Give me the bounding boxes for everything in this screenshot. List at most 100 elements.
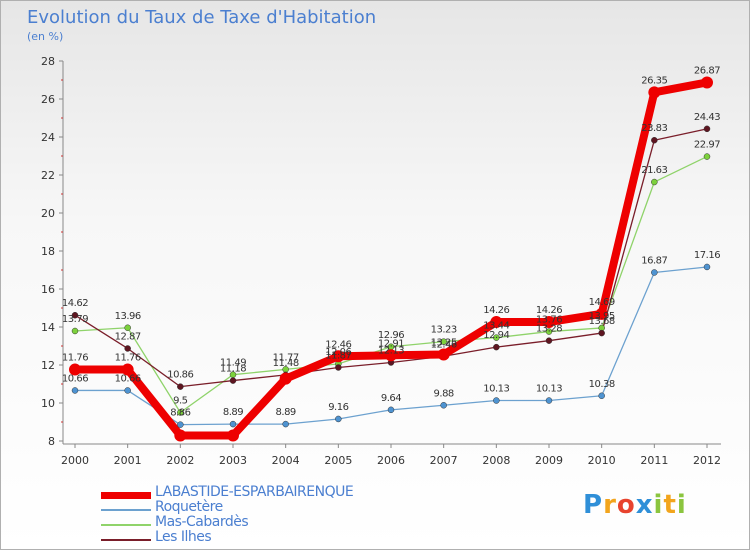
- y-tick-label: 12: [41, 359, 55, 372]
- y-tick-label: 18: [41, 245, 55, 258]
- legend-label-mas-cabardes: Mas-Cabardès: [155, 514, 249, 530]
- data-label: 9.5: [173, 396, 188, 407]
- data-label: 10.66: [62, 373, 88, 384]
- x-tick-label: 2005: [324, 454, 352, 467]
- y-tick-label: 24: [41, 131, 55, 144]
- data-label: 12.87: [115, 331, 141, 342]
- logo-letter: P: [583, 490, 604, 520]
- data-label: 10.13: [536, 384, 562, 395]
- data-point: [385, 349, 397, 362]
- data-label: 11.77: [273, 352, 299, 363]
- x-tick-label: 2007: [430, 454, 458, 467]
- data-point: [703, 125, 711, 133]
- data-label: 11.87: [325, 350, 351, 361]
- data-label: 11.48: [273, 358, 299, 369]
- y-tick-label: 26: [41, 93, 55, 106]
- data-label: 13.96: [115, 311, 141, 322]
- chart-subtitle: (en %): [27, 30, 64, 43]
- logo-letter: r: [603, 490, 617, 520]
- data-point: [177, 421, 184, 428]
- data-point: [124, 345, 131, 352]
- y-tick-label: 14: [41, 321, 55, 334]
- data-label: 24.43: [694, 112, 720, 123]
- data-point: [703, 153, 711, 160]
- data-point: [493, 334, 500, 341]
- data-point: [174, 429, 187, 442]
- legend-swatch-labastide: [101, 492, 151, 499]
- data-label: 12.94: [483, 330, 509, 341]
- data-point: [124, 387, 131, 394]
- data-label: 17.16: [694, 250, 720, 261]
- x-tick-label: 2008: [482, 454, 510, 467]
- logo-letter: t: [663, 490, 677, 520]
- data-label: 22.97: [694, 140, 720, 151]
- data-label: 23.83: [641, 123, 667, 134]
- data-label: 9.64: [381, 393, 401, 404]
- data-point: [335, 364, 342, 371]
- data-point: [229, 377, 237, 384]
- data-label: 13.76: [536, 315, 562, 326]
- x-tick-label: 2002: [166, 454, 194, 467]
- data-point: [545, 397, 553, 404]
- x-tick-label: 2003: [219, 454, 247, 467]
- data-point: [440, 402, 447, 409]
- data-label: 12.96: [378, 330, 404, 341]
- x-tick-label: 2012: [693, 454, 721, 467]
- legend-swatch-mas-cabardes: [101, 524, 151, 526]
- x-tick-label: 2000: [61, 454, 89, 467]
- data-label: 26.35: [641, 75, 667, 86]
- x-tick-label: 2004: [272, 454, 300, 467]
- data-label: 14.69: [589, 297, 615, 308]
- data-point: [493, 397, 500, 404]
- data-label: 14.62: [62, 298, 88, 309]
- data-label: 11.18: [220, 364, 246, 375]
- data-label: 10.38: [589, 379, 615, 390]
- proxiti-logo: Proxiti: [583, 490, 687, 520]
- data-point: [648, 86, 661, 99]
- data-point: [227, 429, 239, 442]
- data-label: 12.13: [378, 346, 404, 357]
- data-point: [282, 420, 289, 428]
- data-point: [437, 348, 450, 361]
- chart-title: Evolution du Taux de Taxe d'Habitation: [27, 7, 377, 28]
- data-point: [71, 387, 79, 394]
- x-tick-label: 2006: [377, 454, 405, 467]
- logo-letter: i: [676, 490, 687, 520]
- data-label: 9.16: [328, 402, 348, 413]
- legend-label-labastide: LABASTIDE-ESPARBAIRENQUE: [155, 484, 354, 500]
- legend-label-les-ilhes: Les Ilhes: [155, 529, 212, 545]
- data-label: 13.68: [589, 316, 615, 327]
- logo-letter: i: [653, 490, 664, 520]
- x-tick-label: 2011: [640, 454, 668, 467]
- data-point: [545, 328, 553, 335]
- data-point: [703, 263, 711, 271]
- y-tick-label: 10: [41, 397, 55, 410]
- data-label: 26.87: [694, 65, 720, 76]
- data-point: [124, 324, 131, 332]
- data-point: [651, 178, 658, 186]
- data-label: 10.13: [483, 384, 509, 395]
- data-point: [332, 350, 345, 363]
- data-label: 13.23: [431, 325, 457, 336]
- y-tick-label: 22: [41, 169, 55, 182]
- data-point: [335, 415, 342, 423]
- data-label: 12.46: [431, 339, 457, 350]
- data-point: [69, 363, 81, 376]
- y-tick-label: 20: [41, 207, 55, 220]
- data-label: 13.25: [431, 338, 457, 349]
- y-tick-label: 16: [41, 283, 55, 296]
- data-point: [490, 316, 503, 329]
- data-point: [71, 311, 79, 319]
- data-label: 21.63: [641, 165, 667, 176]
- data-point: [651, 136, 658, 144]
- data-label: 11.49: [220, 358, 246, 369]
- data-point: [701, 76, 713, 89]
- data-point: [543, 316, 555, 329]
- x-tick-label: 2001: [114, 454, 142, 467]
- data-label: 14.26: [483, 305, 509, 316]
- data-label: 13.28: [536, 324, 562, 335]
- data-label: 12.46: [325, 339, 351, 350]
- data-label: 13.44: [483, 321, 509, 332]
- data-label: 14.26: [536, 305, 562, 316]
